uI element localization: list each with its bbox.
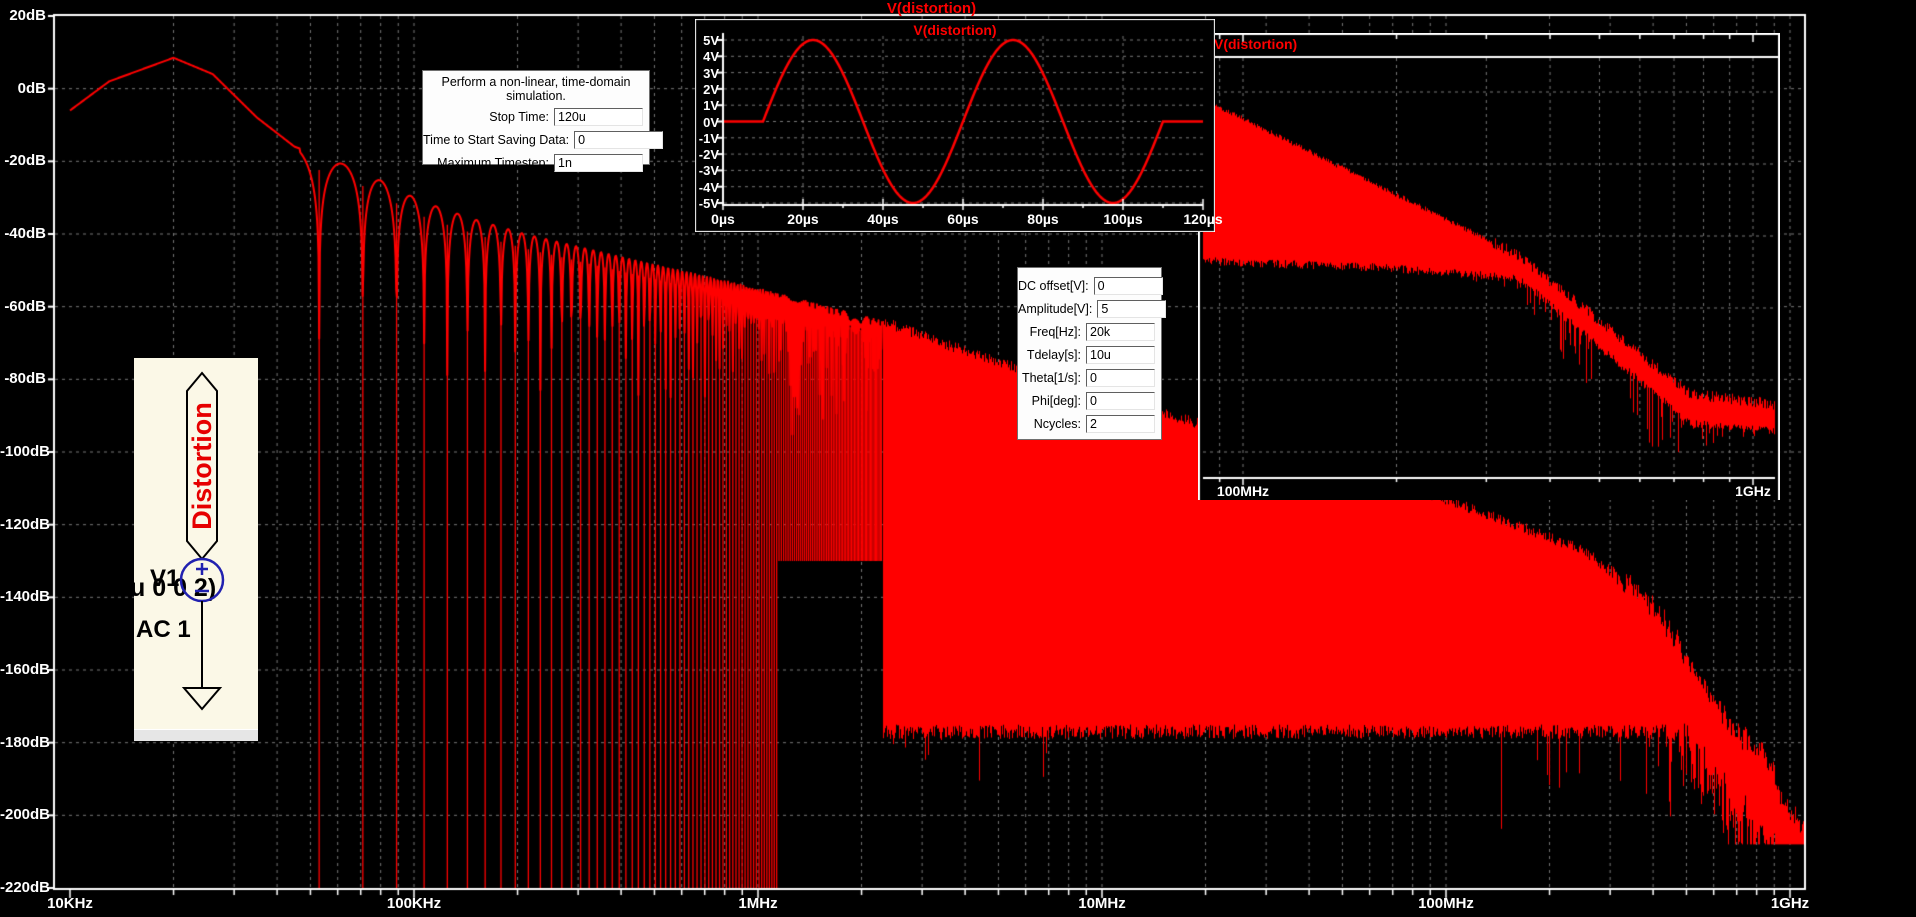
sim-row: Maximum Timestep: (423, 151, 649, 174)
tick-label: -80dB (4, 370, 46, 388)
refdes-label: V1 (150, 565, 179, 592)
sine-input-theta-1-s[interactable] (1086, 368, 1155, 387)
sim-input-time-to-start-saving-data[interactable] (574, 130, 664, 149)
tick-label: -220dB (0, 879, 51, 896)
tick-label: 1V (703, 98, 719, 114)
tick-label: 100µs (1103, 211, 1143, 227)
sim-label: Stop Time: (489, 109, 549, 124)
time-domain-plot[interactable] (695, 19, 1215, 232)
sine-row: Phi[deg]: (1018, 389, 1161, 412)
sine-label: Freq[Hz]: (1029, 324, 1081, 339)
tick-label: -4V (698, 179, 719, 195)
tick-label: -160dB (0, 661, 51, 678)
hf-spectrum-plot[interactable] (1198, 33, 1780, 500)
sine-input-ncycles[interactable] (1086, 414, 1155, 433)
tick-label: 0dB (17, 79, 46, 97)
tick-label: 3V (703, 65, 719, 81)
tick-label: 1GHz (1770, 895, 1810, 912)
tick-label: -200dB (0, 806, 51, 824)
tick-label: -180dB (0, 733, 51, 751)
tick-label: -1V (698, 130, 719, 146)
sim-row: Time to Start Saving Data: (423, 128, 664, 151)
sine-label: Theta[1/s]: (1021, 370, 1081, 385)
sine-row: DC offset[V]: (1018, 274, 1163, 297)
sine-label: Phi[deg]: (1031, 393, 1081, 408)
tick-label: 2V (703, 81, 719, 97)
sine-row: Theta[1/s]: (1018, 366, 1161, 389)
time-inset-title: V(distortion) (913, 22, 997, 38)
sine-input-tdelay-s[interactable] (1086, 345, 1155, 364)
spice-directive-fragment: u 0 0 2) (134, 574, 216, 602)
sine-row: Tdelay[s]: (1018, 343, 1161, 366)
tick-label: 20dB (9, 7, 46, 24)
tick-label: 1MHz (738, 895, 778, 912)
tick-label: 20µs (787, 211, 819, 227)
sine-input-amplitude-v[interactable] (1097, 299, 1167, 318)
sine-input-freq-hz[interactable] (1086, 322, 1155, 341)
tick-label: -120dB (0, 515, 51, 533)
sim-input-stop-time[interactable] (554, 107, 643, 126)
sine-row: Ncycles: (1018, 412, 1161, 435)
sine-label: Ncycles: (1033, 416, 1081, 431)
tick-label: 120µs (1183, 211, 1223, 227)
sine-label: Amplitude[V]: (1018, 301, 1093, 316)
tick-label: 100MHz (1418, 895, 1474, 912)
tick-label: -20dB (4, 152, 46, 170)
sine-params-dialog: DC offset[V]: Amplitude[V]: Freq[Hz]: Tdela… (1017, 267, 1167, 440)
sine-row: Amplitude[V]: (1018, 297, 1167, 320)
ground-symbol[interactable] (181, 687, 223, 711)
tick-label: 10MHz (1078, 895, 1126, 912)
tick-label: 40µs (867, 211, 899, 227)
tick-label: -40dB (4, 225, 46, 242)
sim-dialog-title: Perform a non-linear, time-domain simula… (441, 75, 631, 103)
tick-label: 60µs (947, 211, 979, 227)
sine-input-dc-offset-v[interactable] (1093, 276, 1163, 295)
tick-label: -2V (698, 147, 719, 163)
tick-label: -100dB (0, 443, 51, 460)
tick-label: 0V (703, 114, 719, 130)
tick-label: -60dB (4, 297, 46, 315)
sim-input-maximum-timestep[interactable] (554, 153, 643, 172)
tick-label: 100MHz (1216, 483, 1270, 499)
sine-input-phi-deg[interactable] (1086, 391, 1155, 410)
schematic-drawing: Distortion u 0 0 2) V1 AC 1 (134, 371, 225, 711)
tick-label: -3V (698, 163, 719, 179)
tick-label: 1GHz (1735, 483, 1771, 499)
tick-label: -140dB (0, 588, 51, 606)
tick-label: 80µs (1027, 211, 1059, 227)
sim-label: Time to Start Saving Data: (423, 132, 570, 147)
sim-row: Stop Time: (423, 105, 649, 128)
tick-label: 100KHz (386, 895, 442, 912)
main-plot-title: V(distortion) (886, 0, 977, 17)
sine-label: Tdelay[s]: (1026, 347, 1081, 362)
schematic-scroll-strip[interactable] (134, 729, 258, 741)
time-domain-inset-window[interactable]: V(distortion) 5V 4V 3V 2V 1V 0V -1V -2V -3V -4V -5… (695, 19, 1223, 232)
tick-label: -5V (698, 196, 719, 211)
net-label-text: Distortion (187, 402, 217, 530)
tick-label: 5V (703, 33, 719, 48)
hf-inset-title: V(distortion) (1214, 36, 1298, 52)
sim-label: Maximum Timestep: (437, 155, 549, 170)
tick-label: 4V (703, 49, 719, 65)
sine-row: Freq[Hz]: (1018, 320, 1161, 343)
schematic-panel[interactable]: Distortion u 0 0 2) V1 AC 1 (134, 358, 258, 741)
spice-value-label: AC 1 (136, 616, 191, 643)
tick-label: 0µs (711, 211, 735, 227)
sine-label: DC offset[V]: (1018, 278, 1089, 293)
net-flag-distortion[interactable]: Distortion (186, 371, 218, 561)
hf-spectrum-inset-window[interactable]: V(distortion) 100MHz 1GHz (1198, 33, 1780, 500)
transient-sim-dialog: Perform a non-linear, time-domain simula… (422, 70, 664, 172)
tick-label: 10KHz (47, 895, 93, 912)
